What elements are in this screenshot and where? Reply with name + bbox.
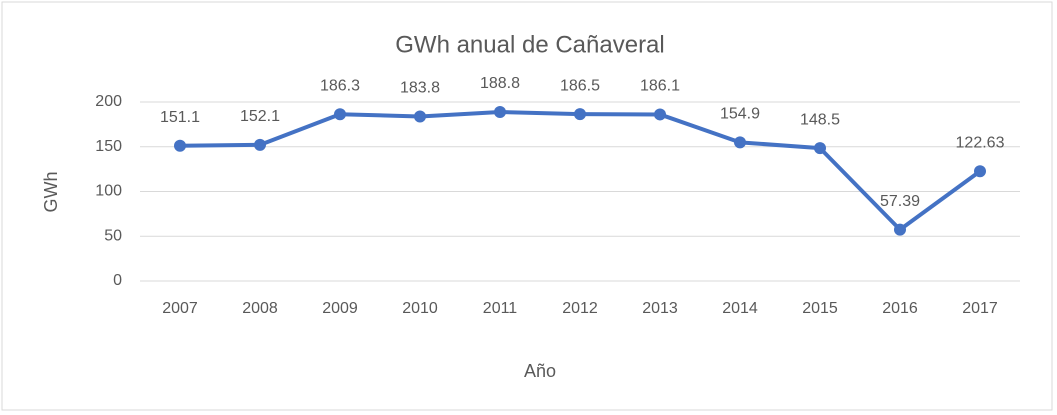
data-label: 151.1	[160, 109, 200, 126]
data-point	[734, 136, 746, 149]
data-label: 186.5	[560, 77, 600, 94]
data-label: 183.8	[400, 80, 440, 97]
x-tick-label: 2016	[882, 300, 918, 317]
y-tick-label: 100	[95, 183, 122, 200]
data-point	[414, 110, 426, 123]
y-axis-label: GWh	[41, 171, 61, 212]
data-label: 186.1	[640, 78, 680, 95]
x-tick-label: 2013	[642, 300, 678, 317]
y-tick-label: 200	[95, 93, 122, 110]
data-label: 186.3	[320, 77, 360, 94]
data-label: 152.1	[240, 108, 280, 125]
x-tick-label: 2011	[483, 300, 518, 317]
x-tick-label: 2007	[162, 300, 198, 317]
data-point	[974, 165, 986, 178]
data-point	[814, 142, 826, 155]
data-label: 148.5	[800, 111, 840, 128]
x-tick-label: 2010	[402, 300, 438, 317]
data-point	[494, 106, 506, 119]
y-tick-label: 150	[95, 138, 122, 155]
data-point	[654, 108, 666, 121]
x-tick-label: 2009	[322, 300, 358, 317]
x-tick-label: 2012	[562, 300, 598, 317]
x-tick-label: 2014	[722, 300, 758, 317]
data-point	[254, 138, 266, 151]
data-point	[334, 108, 346, 121]
x-axis-label: Año	[524, 361, 556, 381]
y-tick-label: 0	[113, 272, 122, 289]
x-tick-label: 2008	[242, 300, 278, 317]
data-label: 122.63	[956, 134, 1005, 151]
y-tick-label: 50	[104, 227, 122, 244]
x-tick-label: 2017	[962, 300, 998, 317]
data-point	[174, 139, 186, 152]
data-label: 188.8	[480, 75, 520, 92]
x-tick-label: 2015	[802, 300, 838, 317]
data-label: 154.9	[720, 106, 760, 123]
data-point	[894, 223, 906, 236]
data-point	[574, 108, 586, 121]
data-label: 57.39	[880, 193, 920, 210]
chart-title: GWh anual de Cañaveral	[395, 31, 664, 58]
